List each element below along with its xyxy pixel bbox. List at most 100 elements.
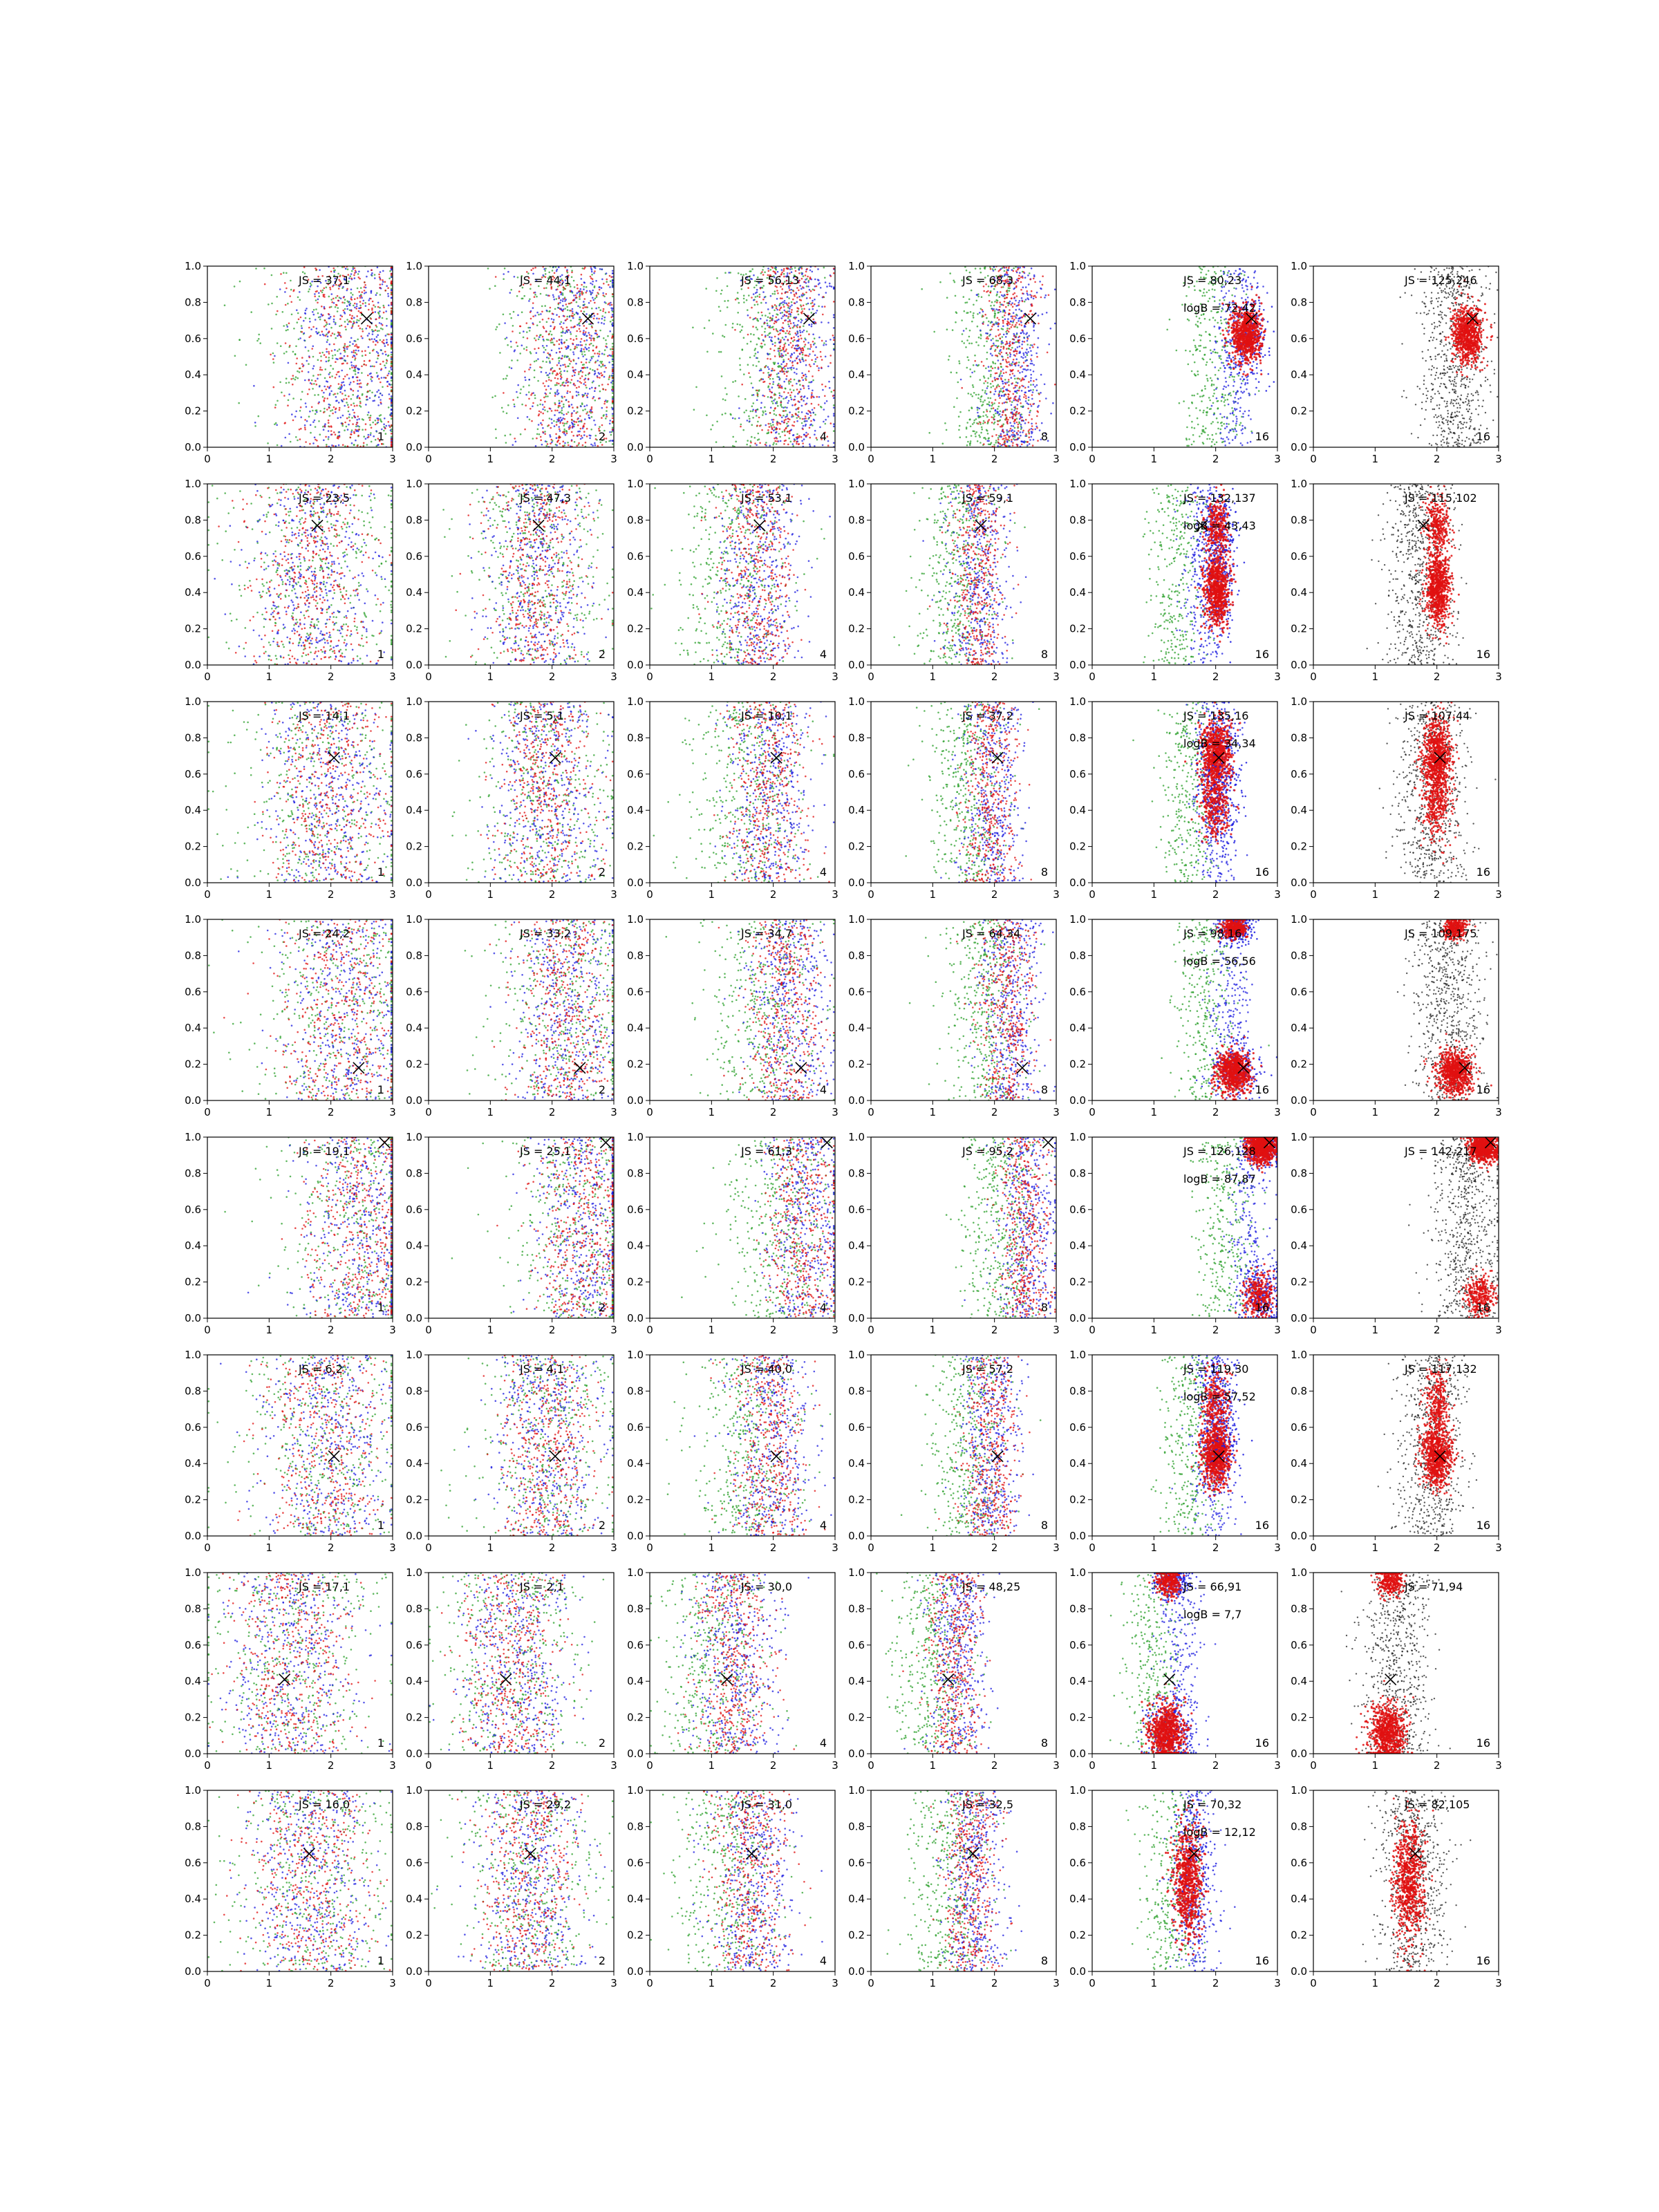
data-point [806, 285, 808, 288]
data-point [991, 328, 993, 330]
data-point [380, 349, 382, 351]
data-point [779, 384, 781, 386]
data-point [591, 408, 593, 410]
data-point [553, 296, 555, 298]
data-point [750, 333, 752, 335]
data-point [785, 388, 787, 390]
data-point [311, 379, 313, 382]
data-point [592, 283, 594, 285]
data-point [979, 408, 981, 410]
data-point [1018, 399, 1020, 401]
data-point [785, 419, 787, 421]
data-point [1005, 344, 1007, 346]
x-tick-label: 0 [646, 453, 653, 465]
data-point [312, 375, 315, 377]
data-point [581, 294, 583, 296]
data-point [309, 411, 311, 413]
data-point [790, 397, 792, 399]
data-point [805, 425, 807, 427]
data-point [807, 385, 809, 387]
data-point [313, 383, 315, 385]
data-point [743, 298, 745, 300]
data-point [585, 328, 588, 330]
data-point [545, 380, 547, 382]
data-point [811, 392, 813, 394]
data-point [803, 275, 805, 277]
data-point [783, 443, 785, 445]
data-point [516, 341, 518, 344]
data-point [993, 270, 995, 272]
data-point [809, 364, 811, 366]
data-point [389, 426, 391, 428]
data-point [751, 307, 753, 309]
data-point [375, 344, 377, 346]
data-point [787, 332, 789, 335]
data-point [1022, 301, 1024, 303]
data-point [1016, 418, 1018, 420]
data-point [1012, 315, 1014, 317]
data-point [569, 316, 571, 318]
data-point [1030, 377, 1032, 379]
data-point [1047, 352, 1049, 354]
data-point [367, 335, 369, 337]
data-point [383, 305, 385, 307]
data-point [298, 339, 300, 341]
data-point [1017, 280, 1019, 282]
data-point [1014, 422, 1016, 424]
y-tick-label: 0.0 [185, 441, 201, 453]
data-point [789, 328, 791, 330]
data-point [553, 337, 555, 339]
data-point [355, 424, 357, 426]
data-point [359, 328, 362, 330]
data-point [276, 400, 279, 402]
data-point [809, 270, 812, 272]
data-point [367, 414, 369, 416]
data-point [571, 419, 573, 421]
data-point [585, 413, 588, 415]
data-point [724, 413, 727, 415]
data-point [1015, 439, 1018, 441]
data-point [321, 306, 323, 308]
data-point [612, 314, 614, 316]
data-point [612, 364, 614, 366]
data-point [722, 398, 724, 400]
data-point [360, 307, 362, 309]
data-point [572, 426, 574, 428]
data-point [784, 429, 786, 431]
data-point [382, 270, 384, 272]
subplot-r1-c2: 0 1 2 30.00.20.40.60.81.0JS = 44,12 [406, 260, 617, 465]
data-point [267, 442, 269, 444]
data-point [342, 415, 344, 417]
data-point [590, 276, 592, 278]
data-point [554, 344, 556, 346]
data-point [362, 328, 364, 330]
data-point [814, 303, 816, 306]
data-point [779, 332, 781, 335]
data-point [1002, 316, 1004, 318]
data-point [959, 425, 961, 427]
data-point [997, 420, 1000, 422]
data-point [592, 350, 594, 352]
data-point [310, 335, 312, 337]
data-point [387, 355, 389, 357]
data-point [588, 417, 590, 419]
data-point [346, 319, 348, 321]
data-point [358, 271, 360, 273]
data-point [809, 445, 812, 447]
data-point [531, 269, 533, 271]
data-point [757, 303, 759, 306]
data-point [789, 388, 791, 391]
data-point [772, 293, 774, 295]
data-point [758, 389, 760, 391]
data-point [589, 337, 591, 339]
data-point [382, 341, 384, 343]
data-point [341, 384, 343, 386]
data-point [791, 271, 793, 273]
data-point [796, 297, 798, 299]
data-point [353, 432, 355, 434]
data-point [588, 372, 590, 374]
data-point [301, 371, 303, 373]
data-point [359, 305, 362, 307]
data-point [977, 415, 980, 417]
